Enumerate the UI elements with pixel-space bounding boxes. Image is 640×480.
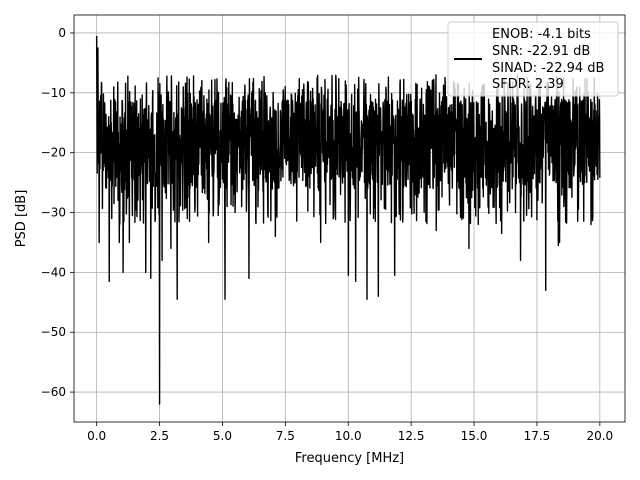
y-tick-label: −40 bbox=[41, 265, 66, 279]
psd-trace bbox=[95, 35, 601, 405]
y-axis-label: PSD [dB] bbox=[14, 190, 29, 248]
x-axis-label: Frequency [MHz] bbox=[295, 451, 404, 466]
x-tick-label: 15.0 bbox=[461, 429, 488, 443]
y-tick-label: −10 bbox=[41, 86, 66, 100]
legend-box bbox=[447, 21, 619, 97]
x-tick-label: 5.0 bbox=[213, 429, 232, 443]
x-tick-label: 10.0 bbox=[335, 429, 362, 443]
x-tick-label: 17.5 bbox=[524, 429, 551, 443]
legend-enob: ENOB: -4.1 bits bbox=[492, 27, 591, 42]
plot-frame bbox=[73, 14, 626, 423]
x-tick-label: 20.0 bbox=[586, 429, 613, 443]
legend-sinad: SINAD: -22.94 dB bbox=[492, 61, 604, 76]
x-tick-label: 7.5 bbox=[276, 429, 295, 443]
x-tick-label: 2.5 bbox=[150, 429, 169, 443]
legend: ENOB: -4.1 bits SNR: -22.91 dB SINAD: -2… bbox=[447, 21, 619, 97]
y-tick-label: 0 bbox=[58, 26, 66, 40]
x-tick-label: 12.5 bbox=[398, 429, 425, 443]
x-tick-label: 0.0 bbox=[87, 429, 106, 443]
y-axis-ticks: 0 −10 −20 −30 −40 −50 −60 bbox=[41, 26, 74, 399]
y-tick-label: −60 bbox=[41, 385, 66, 399]
y-tick-label: −30 bbox=[41, 206, 66, 220]
psd-line bbox=[95, 35, 601, 405]
legend-snr: SNR: -22.91 dB bbox=[492, 44, 590, 59]
x-axis-ticks: 0.0 2.5 5.0 7.5 10.0 12.5 15.0 17.5 20.0 bbox=[87, 422, 613, 443]
y-tick-label: −20 bbox=[41, 146, 66, 160]
legend-sfdr: SFDR: 2.39 bbox=[492, 77, 564, 92]
y-tick-label: −50 bbox=[41, 325, 66, 339]
